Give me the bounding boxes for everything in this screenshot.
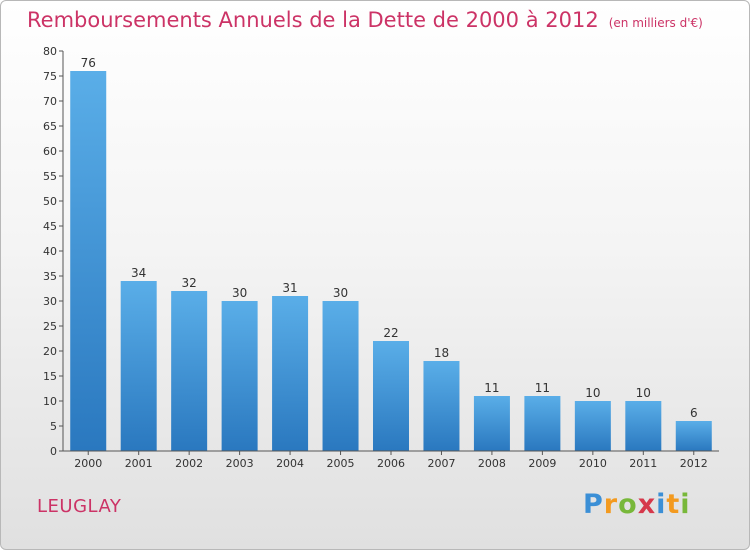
bar-2002	[171, 291, 208, 451]
data-label-2006: 22	[383, 326, 398, 340]
x-tick-label: 2011	[629, 457, 657, 470]
bar-2006	[373, 341, 409, 451]
bar-2008	[473, 396, 510, 451]
y-tick-label: 65	[43, 120, 57, 133]
x-tick-label: 2004	[276, 457, 304, 470]
bar-2011	[625, 401, 662, 451]
bar-2000	[70, 71, 107, 451]
place-name: LEUGLAY	[37, 496, 122, 517]
data-label-2002: 32	[182, 276, 197, 290]
chart-unit-note: (en milliers d'€)	[608, 16, 703, 30]
data-label-2011: 10	[636, 386, 651, 400]
y-tick-label: 70	[43, 95, 57, 108]
y-tick-label: 75	[43, 70, 57, 83]
y-tick-label: 5	[50, 420, 57, 433]
x-tick-label: 2006	[377, 457, 405, 470]
chart-title-text: Remboursements Annuels de la Dette de 20…	[27, 8, 599, 32]
bar-2009	[524, 396, 561, 451]
x-tick-label: 2008	[478, 457, 506, 470]
data-label-2007: 18	[434, 346, 449, 360]
y-tick-label: 25	[43, 320, 57, 333]
y-tick-label: 30	[43, 295, 57, 308]
bar-2012	[675, 421, 712, 451]
x-tick-label: 2010	[579, 457, 607, 470]
y-tick-label: 20	[43, 345, 57, 358]
bar-2005	[322, 301, 359, 451]
bar-2001	[120, 281, 157, 451]
data-label-2008: 11	[484, 381, 499, 395]
x-tick-label: 2009	[528, 457, 556, 470]
y-tick-label: 10	[43, 395, 57, 408]
bar-2007	[423, 361, 460, 451]
bar-2003	[221, 301, 258, 451]
proxiti-logo: Proxiti	[583, 489, 691, 520]
y-tick-label: 40	[43, 245, 57, 258]
x-tick-label: 2002	[175, 457, 203, 470]
y-tick-label: 55	[43, 170, 57, 183]
x-tick-label: 2003	[226, 457, 254, 470]
y-tick-label: 45	[43, 220, 57, 233]
y-tick-label: 60	[43, 145, 57, 158]
y-tick-label: 15	[43, 370, 57, 383]
data-label-2009: 11	[535, 381, 550, 395]
y-tick-label: 80	[43, 45, 57, 58]
chart-title: Remboursements Annuels de la Dette de 20…	[27, 8, 703, 32]
bar-2004	[272, 296, 309, 451]
x-tick-label: 2001	[125, 457, 153, 470]
data-label-2004: 31	[282, 281, 297, 295]
y-tick-label: 0	[50, 445, 57, 458]
x-tick-label: 2000	[74, 457, 102, 470]
data-label-2012: 6	[690, 406, 698, 420]
data-label-2000: 76	[81, 56, 96, 70]
y-tick-label: 35	[43, 270, 57, 283]
x-tick-label: 2012	[680, 457, 708, 470]
x-tick-label: 2007	[427, 457, 455, 470]
bar-2010	[574, 401, 611, 451]
y-tick-label: 50	[43, 195, 57, 208]
data-label-2005: 30	[333, 286, 348, 300]
data-label-2001: 34	[131, 266, 146, 280]
data-label-2010: 10	[585, 386, 600, 400]
data-label-2003: 30	[232, 286, 247, 300]
x-tick-label: 2005	[327, 457, 355, 470]
